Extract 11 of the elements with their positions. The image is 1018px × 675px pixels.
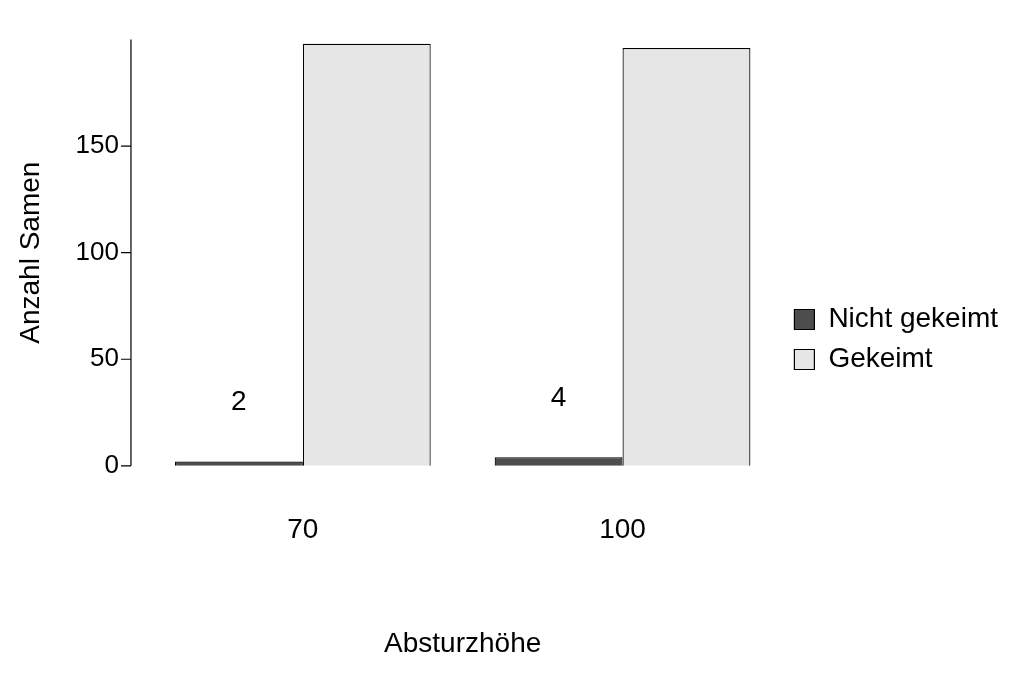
legend-label: Nicht gekeimt — [828, 302, 999, 334]
y-axis-title: Anzahl Samen — [13, 161, 45, 344]
y-tick-label: 0 — [104, 448, 119, 479]
y-tick-label: 100 — [75, 235, 119, 266]
data-label: 2 — [231, 385, 247, 417]
data-label: 4 — [550, 380, 567, 412]
y-tick-label: 150 — [75, 129, 119, 160]
x-axis-title: Absturzhöhe — [384, 626, 542, 658]
x-tick-label: 70 — [287, 513, 319, 545]
y-tick-label: 50 — [90, 342, 119, 373]
legend-label: Gekeimt — [828, 342, 933, 374]
